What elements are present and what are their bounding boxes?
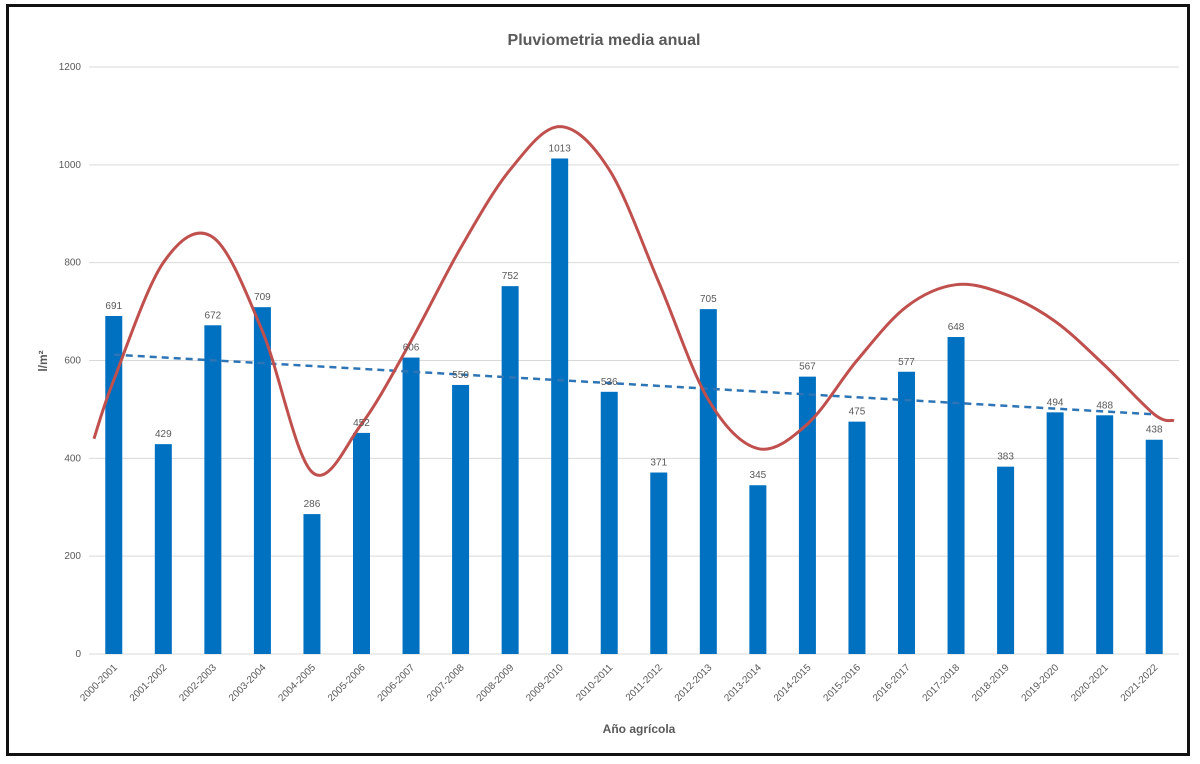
- x-tick-label: 2009-2010: [524, 662, 566, 704]
- x-tick-label: 2019-2020: [1020, 662, 1062, 704]
- x-tick-label: 2003-2004: [227, 662, 269, 704]
- x-axis-label: Año agrícola: [603, 722, 676, 736]
- x-tick-label: 2012-2013: [673, 662, 715, 704]
- bar: [501, 286, 519, 654]
- x-tick-label: 2007-2008: [425, 662, 467, 704]
- x-tick-label: 2008-2009: [475, 662, 517, 704]
- y-tick-label: 1200: [59, 62, 82, 73]
- x-tick-label: 2005-2006: [326, 662, 368, 704]
- y-tick-label: 600: [64, 356, 81, 367]
- bar: [105, 315, 123, 654]
- data-label: 488: [1096, 400, 1113, 411]
- gridlines: [89, 66, 1179, 655]
- bar: [452, 384, 470, 654]
- bar: [551, 158, 569, 654]
- data-label: 452: [353, 418, 370, 429]
- bar: [1096, 415, 1114, 654]
- y-tick-label: 200: [64, 551, 81, 562]
- x-tick-label: 2010-2011: [574, 662, 615, 703]
- y-tick-label: 800: [64, 258, 81, 269]
- x-tick-label: 2016-2017: [871, 662, 913, 704]
- data-label: 536: [601, 377, 618, 388]
- data-label: 709: [254, 292, 271, 303]
- x-tick-label: 2011-2012: [624, 662, 665, 703]
- bar: [798, 376, 816, 654]
- bar: [303, 514, 321, 654]
- smooth-curve: [92, 125, 1175, 477]
- data-label: 691: [105, 301, 122, 312]
- data-label: 705: [700, 294, 717, 305]
- x-tick-label: 2014-2015: [772, 662, 814, 704]
- trendline-layer: [113, 353, 1155, 416]
- x-tick-label: 2013-2014: [722, 662, 764, 704]
- x-tick-label: 2004-2005: [276, 662, 318, 704]
- bar: [154, 444, 172, 654]
- data-labels: 691 429 672 709 286 452 606 550 752 1013 536 371 705…: [105, 143, 1163, 510]
- data-label: 429: [155, 429, 172, 440]
- x-tick-label: 2021-2022: [1119, 662, 1161, 704]
- y-tick-label: 0: [75, 649, 81, 660]
- data-label: 577: [898, 357, 915, 368]
- bar: [749, 485, 767, 654]
- y-tick-label: 400: [64, 453, 81, 464]
- x-tick-label: 2015-2016: [821, 662, 863, 704]
- trendline: [113, 353, 1155, 416]
- bar: [1046, 412, 1064, 654]
- x-axis-ticks: 2000-2001 2001-2002 2002-2003 2003-2004 2004…: [78, 662, 1160, 704]
- bar: [1145, 439, 1163, 654]
- x-tick-label: 2020-2021: [1069, 662, 1111, 704]
- x-tick-label: 2002-2003: [177, 662, 219, 704]
- data-label: 648: [948, 322, 965, 333]
- bar: [353, 432, 370, 654]
- y-axis-ticks: 0 200 400 600 800 1000 1200: [59, 62, 82, 660]
- bar: [947, 337, 965, 654]
- data-label: 438: [1146, 425, 1163, 436]
- data-label: 567: [799, 362, 816, 373]
- bar: [650, 472, 668, 654]
- curve-layer: [92, 125, 1175, 477]
- bar: [600, 391, 618, 654]
- x-tick-label: 2000-2001: [78, 662, 120, 704]
- bar: [204, 325, 222, 654]
- data-label: 475: [849, 407, 866, 418]
- data-label: 286: [304, 499, 321, 510]
- data-label: 494: [1047, 397, 1064, 408]
- bar: [997, 466, 1015, 654]
- bar: [898, 371, 915, 654]
- chart-frame: Pluviometria media anual 0 200 400 600 800 10…: [6, 4, 1190, 756]
- x-tick-label: 2006-2007: [376, 662, 418, 704]
- data-label: 383: [997, 452, 1014, 463]
- bar: [848, 421, 866, 654]
- x-tick-label: 2001-2002: [128, 662, 170, 704]
- data-label: 345: [750, 470, 767, 481]
- y-axis-label: l/m²: [36, 350, 50, 371]
- data-label: 672: [205, 310, 222, 321]
- x-tick-label: 2018-2019: [970, 662, 1012, 704]
- data-label: 550: [452, 370, 469, 381]
- x-tick-label: 2017-2018: [921, 662, 963, 704]
- chart-svg: Pluviometria media anual 0 200 400 600 800 10…: [36, 32, 1179, 736]
- chart-title: Pluviometria media anual: [508, 32, 701, 49]
- data-label: 752: [502, 271, 519, 282]
- y-tick-label: 1000: [59, 160, 82, 171]
- bars: [105, 158, 1163, 654]
- bar: [253, 307, 271, 654]
- data-label: 371: [650, 458, 667, 469]
- bar: [699, 309, 717, 654]
- data-label: 1013: [549, 143, 572, 154]
- bar: [402, 357, 420, 654]
- data-label: 606: [403, 343, 420, 354]
